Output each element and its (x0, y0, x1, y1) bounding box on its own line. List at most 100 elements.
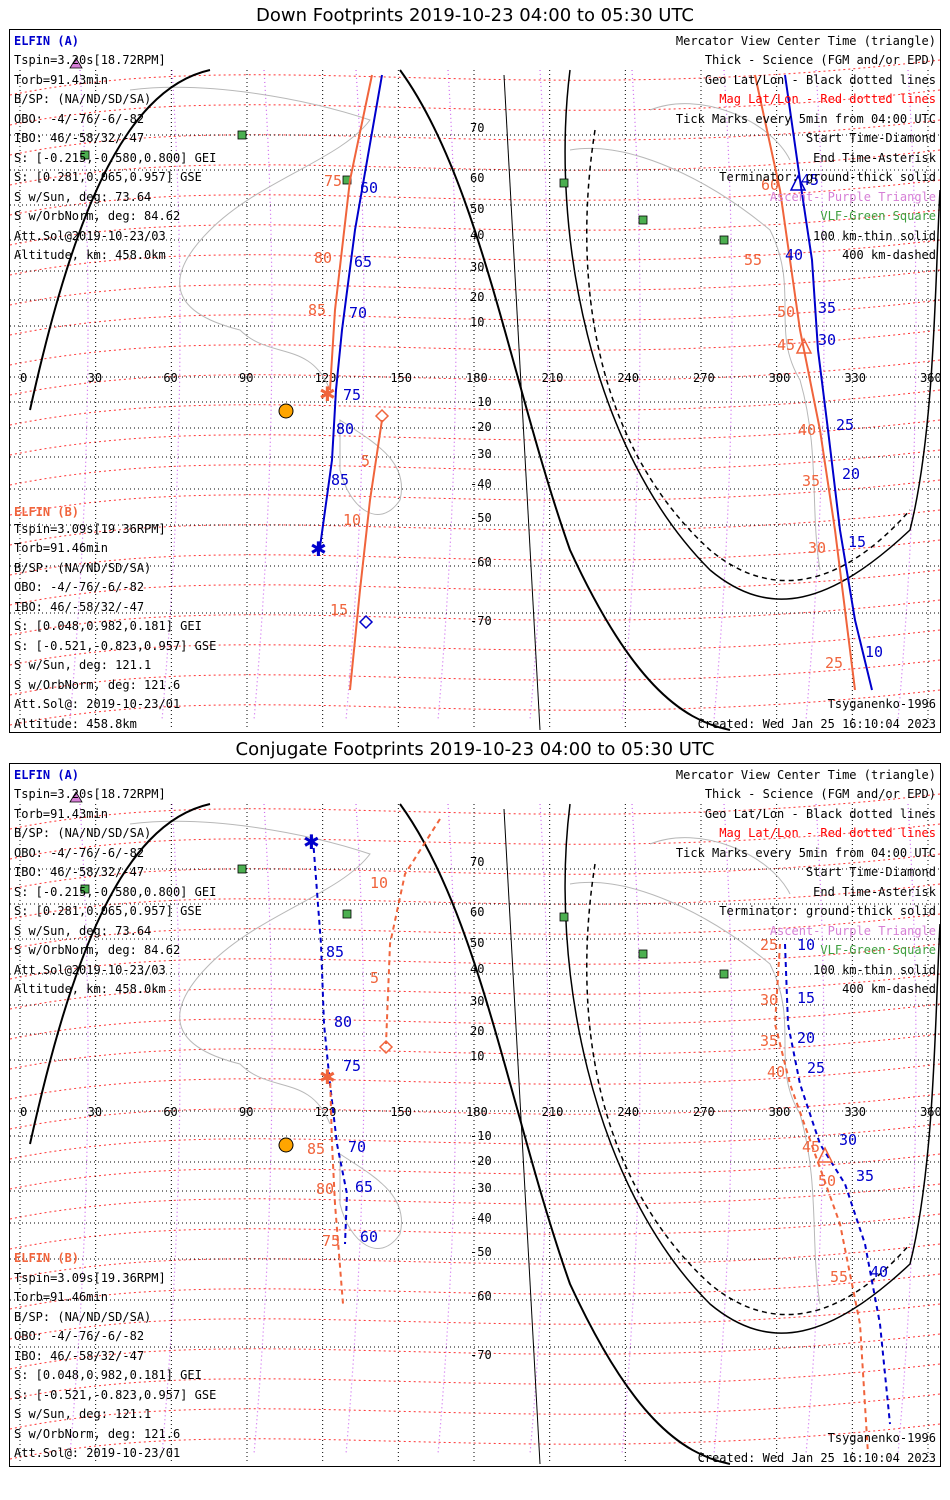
mag-latitude-line (10, 689, 940, 726)
legend-line: VLF-Green Square (820, 209, 936, 223)
mag-meridian-line (805, 803, 825, 1455)
mag-latitude-line (10, 629, 940, 666)
lon-tick-label: 0 (20, 371, 27, 385)
elfin-a-tick-label: 15 (797, 989, 815, 1007)
mag-meridian-line (897, 69, 917, 721)
lon-tick-label: 120 (315, 1105, 337, 1119)
elfin-b-tick-label: 45 (802, 1138, 820, 1156)
elfin-b-start-diamond (374, 408, 390, 424)
elfin-b-tick-label: 35 (760, 1032, 778, 1050)
mag-latitude-line (10, 89, 940, 126)
legend-line: Geo Lat/Lon - Black dotted lines (704, 73, 936, 87)
elfin-b-line: Tspin=3.09s[19.36RPM] (14, 1271, 166, 1285)
lat-tick-label: -40 (470, 1211, 492, 1225)
mag-meridian-line (437, 69, 457, 721)
elfin-a-line: Tspin=3.20s[18.72RPM] (14, 53, 166, 67)
elfin-b-conj-track-east (773, 943, 869, 1455)
lat-tick-label: 50 (470, 936, 484, 950)
lon-tick-label: 30 (88, 371, 102, 385)
mag-latitude-line (10, 599, 940, 636)
mag-latitude-line (10, 913, 940, 950)
terminator-line (29, 803, 211, 1145)
lon-tick-label: 300 (769, 371, 791, 385)
elfin-a-tick-label: 80 (334, 1013, 352, 1031)
mag-latitude-line (10, 883, 940, 920)
mag-meridian-line (621, 69, 641, 721)
legend-line: Thick - Science (FGM and/or EPD) (704, 787, 936, 801)
mag-latitude-line (10, 119, 940, 156)
elfin-b-line: S w/Sun, deg: 121.1 (14, 1407, 152, 1421)
created-label: Created: Wed Jan 25 16:10:04 2023 (697, 717, 936, 731)
mag-meridian-line (161, 803, 181, 1455)
mag-latitude-line (10, 659, 940, 696)
elfin-a-line: S: [-0.215,-0.580,0.800] GEI (14, 151, 217, 165)
elfin-b-end-asterisk: ✱ (319, 1065, 336, 1089)
lat-tick-label: -20 (470, 420, 492, 434)
elfin-b-tick-label: 50 (818, 1172, 836, 1190)
terminator-400km-line (586, 863, 911, 1316)
elfin-a-tick-label: 45 (801, 171, 819, 189)
vlf-station-marker (80, 884, 90, 894)
elfin-b-track-east (754, 74, 856, 691)
elfin-a-line: S w/OrbNorm, deg: 84.62 (14, 943, 181, 957)
elfin-b-line: S: [-0.521,-0.823,0.957] GSE (14, 1388, 217, 1402)
elfin-a-tick-label: 85 (326, 943, 344, 961)
elfin-a-tick-label: 20 (797, 1029, 815, 1047)
lat-tick-label: -10 (470, 395, 492, 409)
mag-meridian-line (437, 803, 457, 1455)
elfin-b-line: OBO: -4/-76/-6/-82 (14, 1329, 145, 1343)
elfin-a-line: Torb=91.43min (14, 807, 108, 821)
elfin-a-line: S w/Sun, deg: 73.64 (14, 924, 152, 938)
mag-latitude-line (10, 59, 940, 96)
mag-latitude-line (10, 149, 940, 186)
mag-latitude-line (10, 1063, 940, 1100)
elfin-a-line: S: [0.281,0.065,0.957] GSE (14, 904, 202, 918)
mag-latitude-line (10, 179, 940, 216)
sun-icon (278, 1137, 294, 1153)
elfin-b-tick-label: 35 (802, 472, 820, 490)
mag-latitude-line (10, 1003, 940, 1040)
elfin-a-tick-label: 65 (355, 1178, 373, 1196)
elfin-b-tick-label: 30 (760, 991, 778, 1009)
map-panel-conjugate: 0 30 60 90 120 150 180 210 240 270 300 330 360 70 60 50… (9, 763, 941, 1467)
elfin-a-line: IBO: 46/-58/32/-47 (14, 131, 145, 145)
vlf-station-marker (559, 912, 569, 922)
elfin-a-line: Altitude, km: 458.0km (14, 248, 166, 262)
vlf-station-marker (237, 130, 247, 140)
elfin-a-end-asterisk: ✱ (303, 830, 320, 854)
elfin-b-tick-label: 5 (361, 452, 370, 470)
lon-tick-label: 180 (466, 1105, 488, 1119)
lat-tick-label: -20 (470, 1154, 492, 1168)
elfin-a-line: Att.Sol@2019-10-23/03 (14, 963, 166, 977)
elfin-b-tick-label: 60 (761, 176, 779, 194)
elfin-b-tick-label: 80 (314, 249, 332, 267)
elfin-a-line: OBO: -4/-76/-6/-82 (14, 846, 145, 860)
elfin-b-tick-label: 80 (316, 1180, 334, 1198)
mag-meridian-line (253, 803, 273, 1455)
model-label: Tsyganenko-1996 (827, 697, 936, 711)
elfin-b-line: Att.Sol@: 2019-10-23/01 (14, 1446, 181, 1460)
vlf-station-marker (638, 215, 648, 225)
lon-tick-label: 270 (693, 371, 715, 385)
terminator-thin-line (503, 74, 541, 731)
elfin-a-tick-label: 20 (842, 465, 860, 483)
elfin-b-tick-label: 15 (330, 601, 348, 619)
elfin-a-tick-label: 25 (836, 416, 854, 434)
vlf-station-marker (559, 178, 569, 188)
elfin-a-conj-track-east (784, 943, 891, 1425)
elfin-b-tick-label: 75 (322, 1232, 340, 1250)
lat-tick-label: 70 (470, 855, 484, 869)
elfin-b-line: S: [-0.521,-0.823,0.957] GSE (14, 639, 217, 653)
lat-tick-label: 60 (470, 171, 484, 185)
elfin-b-conj-track-north (385, 818, 441, 1045)
legend-line: Ascent- Purple Triangle (769, 924, 936, 938)
lat-tick-label: 10 (470, 1049, 484, 1063)
elfin-a-end-asterisk: ✱ (310, 537, 327, 561)
map-panel-down: 0 30 60 90 120 150 180 210 240 270 300 330 360 70 60 50… (9, 29, 941, 733)
legend-line: 100 km-thin solid (813, 963, 936, 977)
mag-latitude-line (10, 509, 940, 546)
elfin-a-header: ELFIN (A) (14, 768, 80, 782)
created-label: Created: Wed Jan 25 16:10:04 2023 (697, 1451, 936, 1465)
coastline (569, 882, 821, 1305)
elfin-a-track-east (784, 74, 873, 691)
